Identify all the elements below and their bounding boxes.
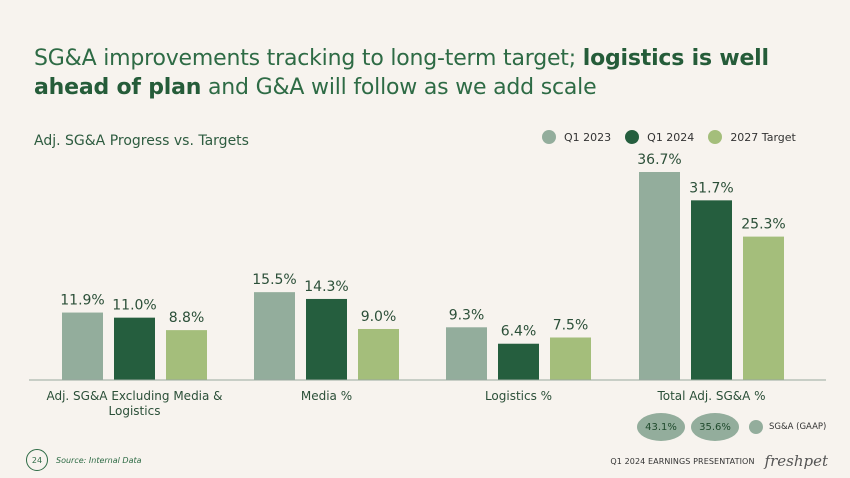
bar-1-1 [306, 298, 347, 380]
bar-0-1 [114, 317, 155, 380]
data-label-0-2: 8.8% [169, 310, 205, 326]
presentation-label: Q1 2024 EARNINGS PRESENTATION [610, 456, 755, 466]
bar-3-2 [743, 236, 784, 380]
category-label-0-0: Adj. SG&A Excluding Media & [46, 389, 222, 403]
title-part2: and G&A will follow as we add scale [201, 75, 597, 100]
data-label-1-2: 9.0% [361, 309, 397, 325]
category-label-2-0: Logistics % [485, 389, 552, 403]
bar-chart: 11.9% 11.0% 8.8% Adj. SG&A Excluding Media … [29, 152, 826, 418]
title-part1: SG&A improvements tracking to long-term … [34, 46, 583, 71]
data-label-3-2: 25.3% [741, 217, 785, 233]
data-label-2-2: 7.5% [553, 317, 589, 333]
gaap-annotation: 43.1% 35.6% SG&A (GAAP) [637, 413, 826, 441]
chart-subtitle: Adj. SG&A Progress vs. Targets [34, 133, 249, 149]
bar-2-1 [498, 343, 539, 380]
bar-0-2 [166, 330, 207, 380]
page-number: 24 [26, 449, 48, 471]
legend-item-2027-target: 2027 Target [708, 130, 796, 144]
bar-3-1 [691, 200, 732, 380]
page-title: SG&A improvements tracking to long-term … [34, 44, 824, 102]
bar-1-0 [254, 292, 295, 380]
footer-left: 24 Source: Internal Data [26, 449, 142, 471]
legend-item-q1-2024: Q1 2024 [625, 130, 694, 144]
data-label-2-0: 9.3% [449, 307, 485, 323]
category-label-1-0: Media % [301, 389, 352, 403]
data-label-2-1: 6.4% [501, 324, 537, 340]
footer-right: Q1 2024 EARNINGS PRESENTATION freshpet [610, 452, 828, 470]
gaap-value-q1-2023: 43.1% [637, 413, 685, 441]
legend-label-q1-2024: Q1 2024 [647, 130, 695, 144]
chart-legend: Q1 2023 Q1 2024 2027 Target [542, 130, 810, 144]
legend-label-q1-2023: Q1 2023 [564, 130, 612, 144]
category-label-0-1: Logistics [109, 404, 161, 418]
legend-swatch-2027-target [708, 130, 723, 144]
data-label-3-0: 36.7% [637, 152, 681, 168]
bar-2-0 [446, 327, 487, 380]
bar-3-0 [639, 172, 680, 380]
data-label-1-0: 15.5% [252, 272, 296, 288]
gaap-swatch [749, 420, 763, 434]
legend-swatch-q1-2023 [542, 130, 556, 144]
source-note: Source: Internal Data [56, 455, 142, 465]
gaap-label: SG&A (GAAP) [769, 422, 827, 432]
data-label-0-0: 11.9% [60, 293, 104, 309]
freshpet-logo: freshpet [764, 452, 828, 470]
legend-item-q1-2023: Q1 2023 [542, 130, 611, 144]
gaap-value-q1-2024: 35.6% [691, 413, 739, 441]
bar-1-2 [358, 328, 399, 380]
title-bold: logistics is well ahead of plan [34, 46, 769, 100]
bar-0-0 [62, 312, 103, 380]
legend-label-2027-target: 2027 Target [730, 130, 796, 144]
category-label-3-0: Total Adj. SG&A % [656, 389, 765, 403]
legend-swatch-q1-2024 [625, 130, 640, 144]
bar-2-2 [550, 337, 591, 380]
data-label-0-1: 11.0% [112, 298, 156, 314]
data-label-3-1: 31.7% [689, 180, 733, 196]
data-label-1-1: 14.3% [304, 279, 348, 295]
